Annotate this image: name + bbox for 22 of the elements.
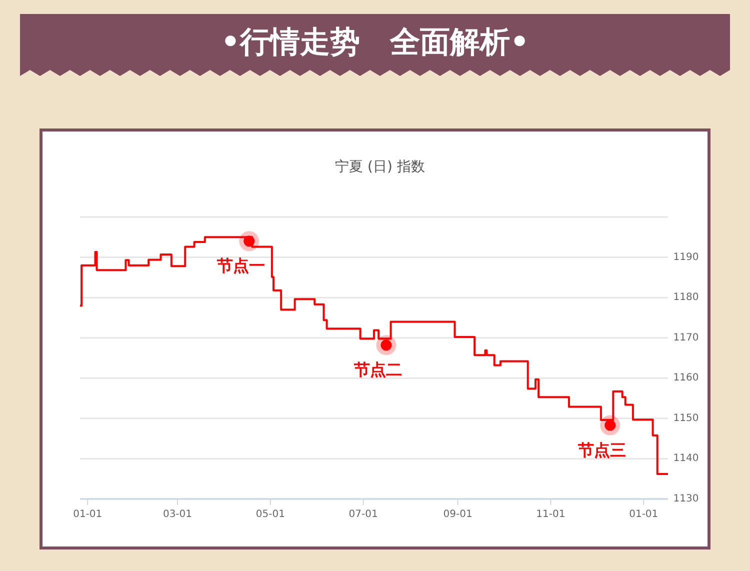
annotation: 节点二 — [353, 360, 402, 380]
y-tick-label: 1130 — [673, 494, 699, 504]
y-tick-label: 1140 — [673, 453, 699, 464]
x-tick-label: 01-01 — [73, 509, 102, 520]
x-tick-label: 01-01 — [629, 509, 658, 520]
point — [600, 415, 620, 436]
annotation: 节点三 — [577, 440, 626, 460]
x-tick-label: 07-01 — [348, 509, 378, 520]
x-tick-label: 03-01 — [162, 509, 192, 520]
chart-title: •行情走势 全面解析• — [220, 25, 530, 60]
annotation: 节点一 — [216, 256, 266, 276]
point — [239, 231, 260, 252]
x-tick-label: 09-01 — [443, 509, 472, 520]
point — [376, 335, 396, 356]
y-tick-label: 1150 — [673, 412, 699, 424]
x-tick-label: 11-01 — [536, 509, 566, 520]
x-tick-label: 05-01 — [256, 509, 285, 520]
y-tick-label: 1160 — [673, 372, 699, 384]
y-tick-label: 1170 — [673, 332, 699, 344]
chart-subtitle: 宁夏 (日) 指数 — [335, 159, 425, 175]
y-tick-label: 1180 — [673, 292, 699, 304]
y-tick-label: 1190 — [673, 252, 699, 263]
